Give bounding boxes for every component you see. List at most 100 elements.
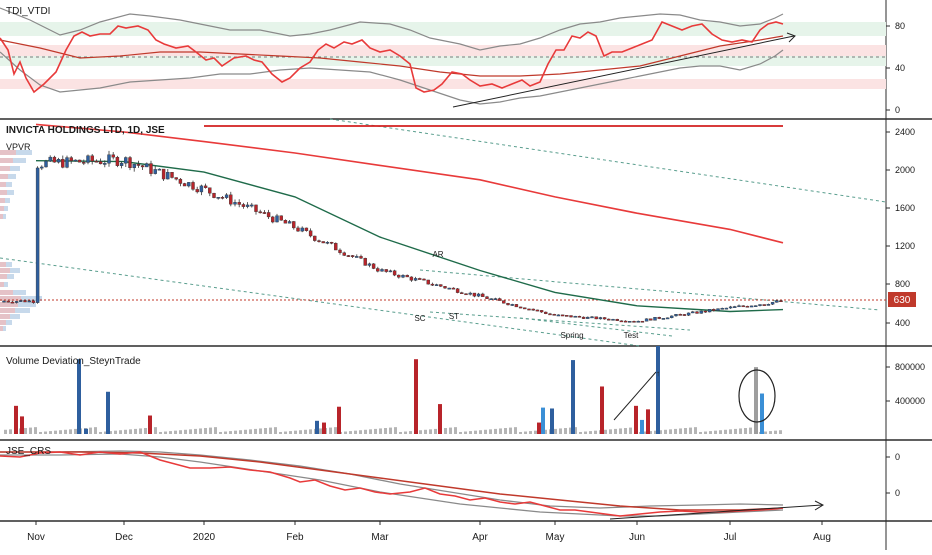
candle-body <box>6 300 10 303</box>
candle-body <box>577 315 582 318</box>
volume-bar-gray <box>484 429 487 434</box>
volume-axis: 800000 400000 <box>886 362 925 406</box>
candle-body <box>178 178 183 184</box>
candle-body <box>107 154 111 164</box>
candle-body <box>317 240 321 242</box>
price-candles <box>2 150 783 323</box>
candle-body <box>367 263 372 266</box>
volume-bar-gray <box>124 429 127 434</box>
candle-body <box>321 241 325 244</box>
volume-bar-gray <box>479 430 482 434</box>
candle-body <box>497 298 502 301</box>
candle-body <box>552 313 556 316</box>
volume-bar-gray <box>189 429 192 434</box>
candle-body <box>77 159 82 163</box>
candle-body <box>56 159 61 163</box>
volume-bar <box>656 346 660 434</box>
candle-body <box>754 305 758 307</box>
candle-body <box>741 305 745 308</box>
candle-body <box>724 307 729 310</box>
candle-body <box>350 255 355 257</box>
volume-bar-gray <box>309 429 312 434</box>
candle-body <box>518 306 523 309</box>
candle-body <box>153 169 157 174</box>
candle-body <box>619 320 624 323</box>
candle-body <box>573 315 577 318</box>
volume-bar-gray <box>369 429 372 434</box>
candle-body <box>749 305 754 308</box>
candle-body <box>510 304 514 306</box>
candle-body <box>182 183 187 187</box>
candle-body <box>145 163 149 168</box>
annotation-sc: SC <box>414 314 425 323</box>
candle-body <box>174 177 178 180</box>
candle-body <box>674 314 678 317</box>
volume-bar <box>148 415 152 434</box>
volume-bar-gray <box>239 430 242 434</box>
candle-body <box>409 276 414 281</box>
candle-body <box>632 321 636 323</box>
axis-tick-label: 2400 <box>895 127 915 137</box>
candle-body <box>527 308 531 311</box>
candle-body <box>191 182 195 190</box>
volume-bar-gray <box>739 428 742 434</box>
candle-body <box>170 172 174 178</box>
volume-bar-gray <box>284 431 287 434</box>
candle-body <box>560 314 565 317</box>
candle-body <box>686 312 691 316</box>
candle-body <box>607 318 611 321</box>
annotation-spring: Spring <box>560 331 583 340</box>
tdi-lower-bollinger <box>0 49 784 105</box>
candle-body <box>245 204 250 207</box>
volume-bar-gray <box>684 428 687 434</box>
tdi-rsi-line <box>0 20 784 94</box>
volume-bar-gray <box>179 430 182 434</box>
candle-body <box>52 156 57 163</box>
crs-trend-line <box>609 504 823 520</box>
volume-bar-gray <box>49 431 52 434</box>
candle-body <box>514 304 519 308</box>
volume-bar-gray <box>154 427 157 434</box>
candle-body <box>283 220 288 224</box>
volume-bar-gray <box>614 428 617 434</box>
volume-bar-gray <box>744 428 747 434</box>
volume-bar-gray <box>514 427 517 434</box>
crs-main-line <box>0 451 784 517</box>
volume-bar-gray <box>624 428 627 434</box>
candle-body <box>44 160 48 168</box>
volume-bar-gray <box>709 431 712 434</box>
candle-body <box>493 298 498 300</box>
volume-bar-gray <box>644 431 647 434</box>
volume-bar-gray <box>454 427 457 434</box>
candle-body <box>770 302 775 305</box>
candle-body <box>598 317 603 320</box>
volume-bar-gray <box>584 431 587 434</box>
volume-bar-gray <box>194 428 197 434</box>
axis-tick-label: 1200 <box>895 241 915 251</box>
volume-bar-gray <box>374 428 377 434</box>
candle-body <box>695 311 699 314</box>
volume-bar-gray <box>39 431 42 434</box>
annotation-ar: AR <box>432 250 443 259</box>
volume-bar <box>600 386 604 434</box>
candle-body <box>422 278 426 281</box>
volume-bar <box>646 409 650 434</box>
candle-body <box>758 304 762 306</box>
volume-bar-gray <box>714 430 717 434</box>
volume-bar-gray <box>554 428 557 434</box>
annotation-test: Test <box>624 331 639 340</box>
volume-bar-gray <box>409 431 412 434</box>
volume-bar-gray <box>604 429 607 434</box>
candle-body <box>237 202 241 205</box>
candle-body <box>691 311 695 314</box>
volume-bar-gray <box>114 430 117 434</box>
x-tick-label: 2020 <box>193 532 216 543</box>
candle-body <box>229 194 233 205</box>
candle-body <box>451 287 456 290</box>
candle-body <box>413 278 418 281</box>
volume-bar-gray <box>384 428 387 434</box>
candle-body <box>737 305 741 308</box>
vpvr-row-sell <box>0 190 7 195</box>
volume-bar <box>571 360 575 434</box>
